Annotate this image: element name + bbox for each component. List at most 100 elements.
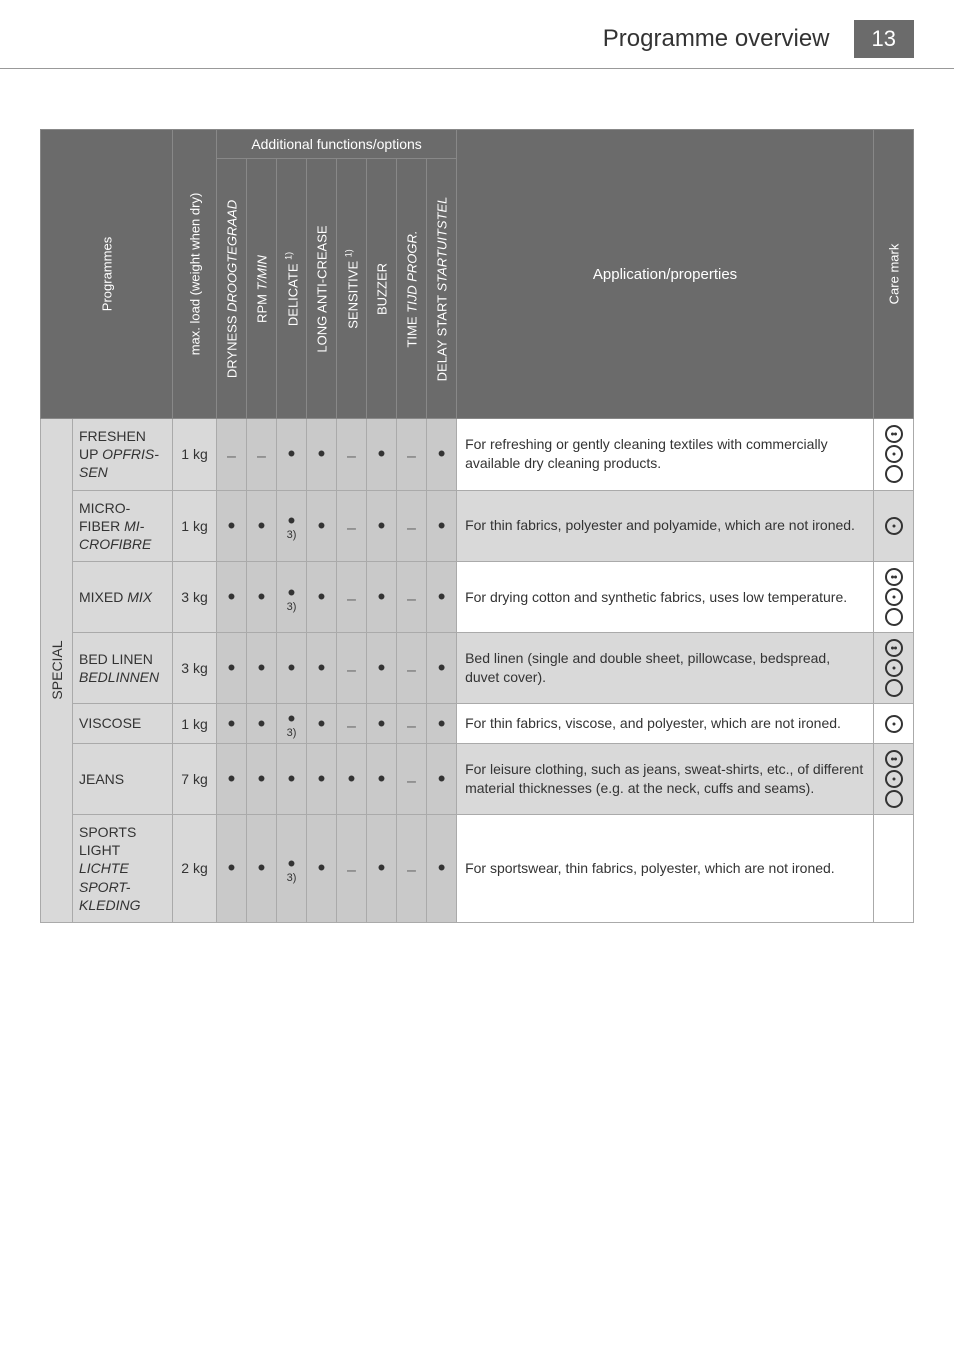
care-icon <box>885 715 903 733</box>
care-icon <box>885 425 903 443</box>
table-row: MICRO-FIBER MI-CROFIBRE1 kg•••3)•–•–•For… <box>41 490 914 562</box>
weight-cell: 3 kg <box>173 633 217 704</box>
weight-cell: 1 kg <box>173 490 217 562</box>
application-cell: For leisure clothing, such as jeans, swe… <box>457 744 874 815</box>
care-mark-cell <box>874 744 914 815</box>
option-cell: • <box>307 633 337 704</box>
care-mark-cell <box>874 815 914 923</box>
option-cell: • <box>367 419 397 491</box>
option-cell: • <box>277 419 307 491</box>
opt-col-header: DRYNESS DROOGTEGRAAD <box>217 159 247 419</box>
option-cell: • <box>217 704 247 744</box>
application-cell: For sportswear, thin fabrics, polyester,… <box>457 815 874 923</box>
option-cell: • <box>247 490 277 562</box>
option-cell: – <box>337 633 367 704</box>
opt-col-header: DELAY START STARTUITSTEL <box>427 159 457 419</box>
option-cell: • <box>217 633 247 704</box>
option-cell: • <box>367 490 397 562</box>
option-cell: •3) <box>277 704 307 744</box>
option-cell: – <box>337 704 367 744</box>
option-cell: • <box>217 562 247 633</box>
option-cell: • <box>427 419 457 491</box>
programme-name: SPORTS LIGHT LICHTE SPORT-KLEDING <box>73 815 173 923</box>
programme-table: Programmes max. load (weight when dry) A… <box>40 129 914 923</box>
option-cell: – <box>337 419 367 491</box>
option-cell: • <box>427 704 457 744</box>
table-row: SPECIALFRESHEN UP OPFRIS-SEN1 kg––••–•–•… <box>41 419 914 491</box>
option-cell: •3) <box>277 562 307 633</box>
option-cell: • <box>217 815 247 923</box>
option-cell: • <box>307 744 337 815</box>
table-row: VISCOSE1 kg•••3)•–•–•For thin fabrics, v… <box>41 704 914 744</box>
programme-name: BED LINEN BEDLINNEN <box>73 633 173 704</box>
programme-name: MIXED MIX <box>73 562 173 633</box>
option-cell: – <box>217 419 247 491</box>
option-cell: • <box>217 490 247 562</box>
care-icon <box>885 568 903 586</box>
application-cell: For thin fabrics, polyester and polyamid… <box>457 490 874 562</box>
option-cell: • <box>277 744 307 815</box>
option-cell: •3) <box>277 490 307 562</box>
option-cell: • <box>367 744 397 815</box>
col-programmes: Programmes <box>41 130 173 419</box>
care-icon <box>885 465 903 483</box>
care-icon <box>885 770 903 788</box>
application-cell: Bed linen (single and double sheet, pill… <box>457 633 874 704</box>
option-cell: – <box>397 562 427 633</box>
option-cell: • <box>367 815 397 923</box>
option-cell: • <box>427 633 457 704</box>
option-cell: • <box>247 744 277 815</box>
option-cell: • <box>427 744 457 815</box>
option-cell: • <box>217 744 247 815</box>
opt-col-header: BUZZER <box>367 159 397 419</box>
page-header: Programme overview 13 <box>0 0 954 69</box>
option-cell: • <box>307 704 337 744</box>
opt-col-header: LONG ANTI-CREASE <box>307 159 337 419</box>
option-cell: •3) <box>277 815 307 923</box>
care-icon <box>885 517 903 535</box>
option-cell: – <box>337 490 367 562</box>
page-number: 13 <box>854 20 914 58</box>
care-icon <box>885 608 903 626</box>
application-cell: For drying cotton and synthetic fabrics,… <box>457 562 874 633</box>
care-icon <box>885 790 903 808</box>
weight-cell: 7 kg <box>173 744 217 815</box>
opt-col-header: DELICATE 1) <box>277 159 307 419</box>
option-cell: • <box>247 562 277 633</box>
application-cell: For thin fabrics, viscose, and polyester… <box>457 704 874 744</box>
application-cell: For refreshing or gently cleaning textil… <box>457 419 874 491</box>
option-cell: – <box>247 419 277 491</box>
care-icon <box>885 659 903 677</box>
col-caremark: Care mark <box>874 130 914 419</box>
page-title: Programme overview <box>603 25 830 53</box>
option-cell: • <box>307 815 337 923</box>
weight-cell: 3 kg <box>173 562 217 633</box>
option-cell: • <box>247 815 277 923</box>
care-mark-cell <box>874 633 914 704</box>
option-cell: • <box>307 562 337 633</box>
option-cell: • <box>247 633 277 704</box>
option-cell: – <box>397 815 427 923</box>
programme-name: FRESHEN UP OPFRIS-SEN <box>73 419 173 491</box>
option-cell: • <box>337 744 367 815</box>
option-cell: • <box>367 704 397 744</box>
programme-name: JEANS <box>73 744 173 815</box>
table-row: MIXED MIX3 kg•••3)•–•–•For drying cotton… <box>41 562 914 633</box>
option-cell: – <box>337 815 367 923</box>
opt-col-header: TIME TIJD PROGR. <box>397 159 427 419</box>
table-row: BED LINEN BEDLINNEN3 kg••••–•–•Bed linen… <box>41 633 914 704</box>
col-application: Application/properties <box>457 130 874 419</box>
option-cell: • <box>247 704 277 744</box>
opt-col-header: RPM T/MIN <box>247 159 277 419</box>
option-cell: – <box>397 419 427 491</box>
col-maxload: max. load (weight when dry) <box>173 130 217 419</box>
addfunc-header: Additional functions/options <box>217 130 457 159</box>
programme-name: MICRO-FIBER MI-CROFIBRE <box>73 490 173 562</box>
table-row: JEANS7 kg••••••–•For leisure clothing, s… <box>41 744 914 815</box>
table-row: SPORTS LIGHT LICHTE SPORT-KLEDING2 kg•••… <box>41 815 914 923</box>
option-cell: – <box>337 562 367 633</box>
option-cell: • <box>277 633 307 704</box>
category-cell: SPECIAL <box>41 419 73 923</box>
option-cell: – <box>397 744 427 815</box>
option-cell: • <box>427 562 457 633</box>
